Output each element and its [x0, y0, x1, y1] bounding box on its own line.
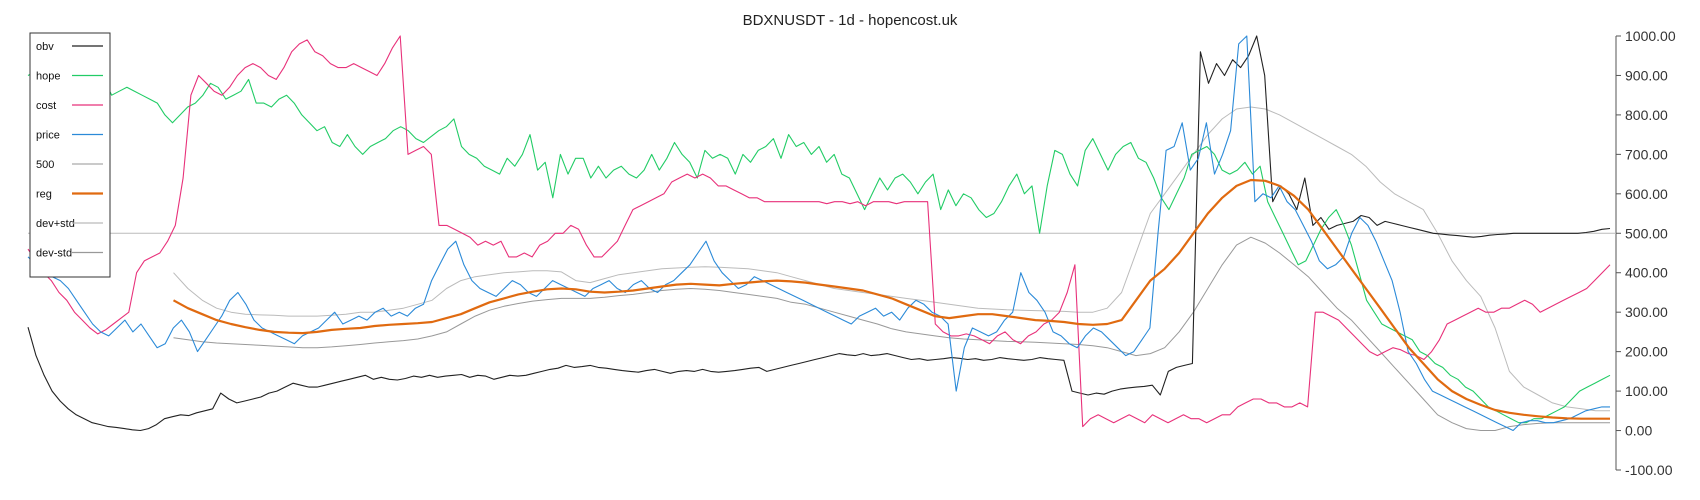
y-tick-label: 300.00 — [1625, 304, 1668, 320]
y-tick-label: 900.00 — [1625, 67, 1668, 83]
series-line-reg — [172, 178, 1610, 420]
legend-label: reg — [36, 189, 52, 201]
y-tick-label: -100.00 — [1625, 462, 1673, 478]
y-tick-label: 1000.00 — [1625, 28, 1676, 44]
y-axis: 1000.00 900.00 800.00 700.00 600.00 500.00 400… — [1615, 28, 1676, 478]
legend-label: cost — [36, 100, 56, 112]
y-tick-label: 100.00 — [1625, 383, 1668, 399]
series-line-obv — [27, 35, 1611, 432]
y-tick-label: 0.00 — [1625, 423, 1652, 439]
legend-label: price — [36, 130, 60, 142]
series-line-hope — [27, 67, 1611, 424]
legend-label: dev-std — [36, 248, 72, 260]
series-line-dev-std — [173, 106, 1610, 412]
legend-label: 500 — [36, 159, 54, 171]
y-tick-label: 200.00 — [1625, 344, 1668, 360]
y-tick-label: 600.00 — [1625, 186, 1668, 202]
legend-label: dev+std — [36, 218, 75, 230]
chart-title: BDXNUSDT - 1d - hopencost.uk — [743, 12, 958, 29]
series-group — [27, 35, 1611, 432]
y-tick-label: 400.00 — [1625, 265, 1668, 281]
series-line-cost — [27, 35, 1611, 428]
series-line-dev-std — [173, 236, 1610, 431]
series-line-price — [27, 35, 1610, 432]
legend-label: obv — [36, 41, 54, 53]
y-tick-label: 800.00 — [1625, 107, 1668, 123]
y-tick-label: 500.00 — [1625, 225, 1668, 241]
legend-box — [29, 32, 111, 278]
legend-label: hope — [36, 71, 60, 83]
legend: obv hope cost price 500 reg dev+std dev-std — [29, 32, 111, 278]
y-tick-label: 700.00 — [1625, 146, 1668, 162]
